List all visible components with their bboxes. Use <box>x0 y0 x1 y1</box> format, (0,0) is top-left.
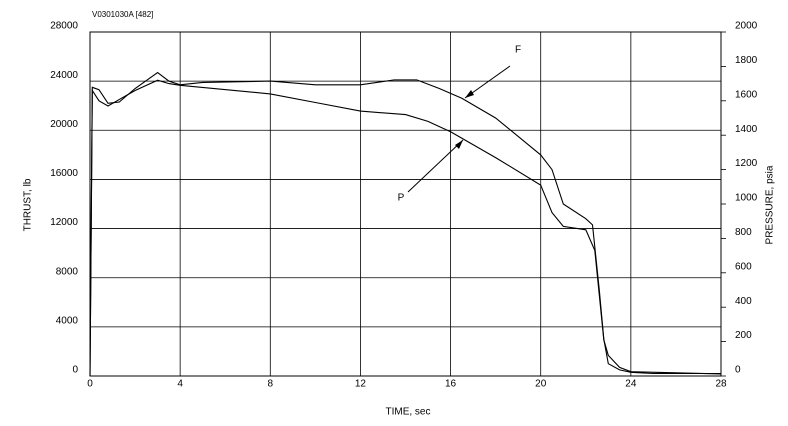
annotation-arrow <box>407 139 464 193</box>
y-tick-label: 4000 <box>56 315 79 326</box>
y2-tick-label: 0 <box>735 365 741 376</box>
y2-tick-label: 800 <box>735 227 752 238</box>
y-tick-label: 28000 <box>50 21 78 32</box>
y2-tick-label: 1200 <box>735 158 758 169</box>
x-tick-label: 8 <box>268 379 274 390</box>
y-tick-label: 24000 <box>50 70 78 81</box>
data-line <box>89 71 721 377</box>
x-tick-label: 12 <box>355 379 367 390</box>
data-line <box>89 79 722 377</box>
y2-tick-label: 1000 <box>735 193 758 204</box>
chart-subtitle: V0301030A [482] <box>92 10 153 19</box>
series-label: F <box>515 45 521 56</box>
y2-axis-label: PRESSURE, psia <box>765 165 776 244</box>
x-tick-label: 20 <box>535 379 547 390</box>
x-tick-label: 0 <box>87 379 93 390</box>
plot-frame <box>89 31 722 377</box>
y2-tick-label: 600 <box>735 261 752 272</box>
y2-tick-label: 1400 <box>735 124 758 135</box>
x-tick-label: 24 <box>625 379 637 390</box>
y-axis-label: THRUST, lb <box>23 178 34 231</box>
y2-tick-label: 200 <box>735 330 752 341</box>
arrow-head <box>455 140 463 149</box>
x-tick-label: 28 <box>715 379 727 390</box>
y2-tick-label: 400 <box>735 296 752 307</box>
arrow-head <box>465 90 474 98</box>
series-label: P <box>398 193 405 204</box>
x-tick-label: 16 <box>445 379 457 390</box>
y-tick-label: 8000 <box>56 266 79 277</box>
y-tick-label: 0 <box>72 365 78 376</box>
y2-tick-label: 1800 <box>735 55 758 66</box>
y-tick-label: 16000 <box>50 168 78 179</box>
y-tick-label: 12000 <box>50 217 78 228</box>
x-axis-label: TIME, sec <box>385 407 430 418</box>
y-tick-label: 20000 <box>50 119 78 130</box>
x-tick-label: 4 <box>177 379 183 390</box>
y2-tick-label: 2000 <box>735 21 758 32</box>
y2-tick-label: 1600 <box>735 89 758 100</box>
